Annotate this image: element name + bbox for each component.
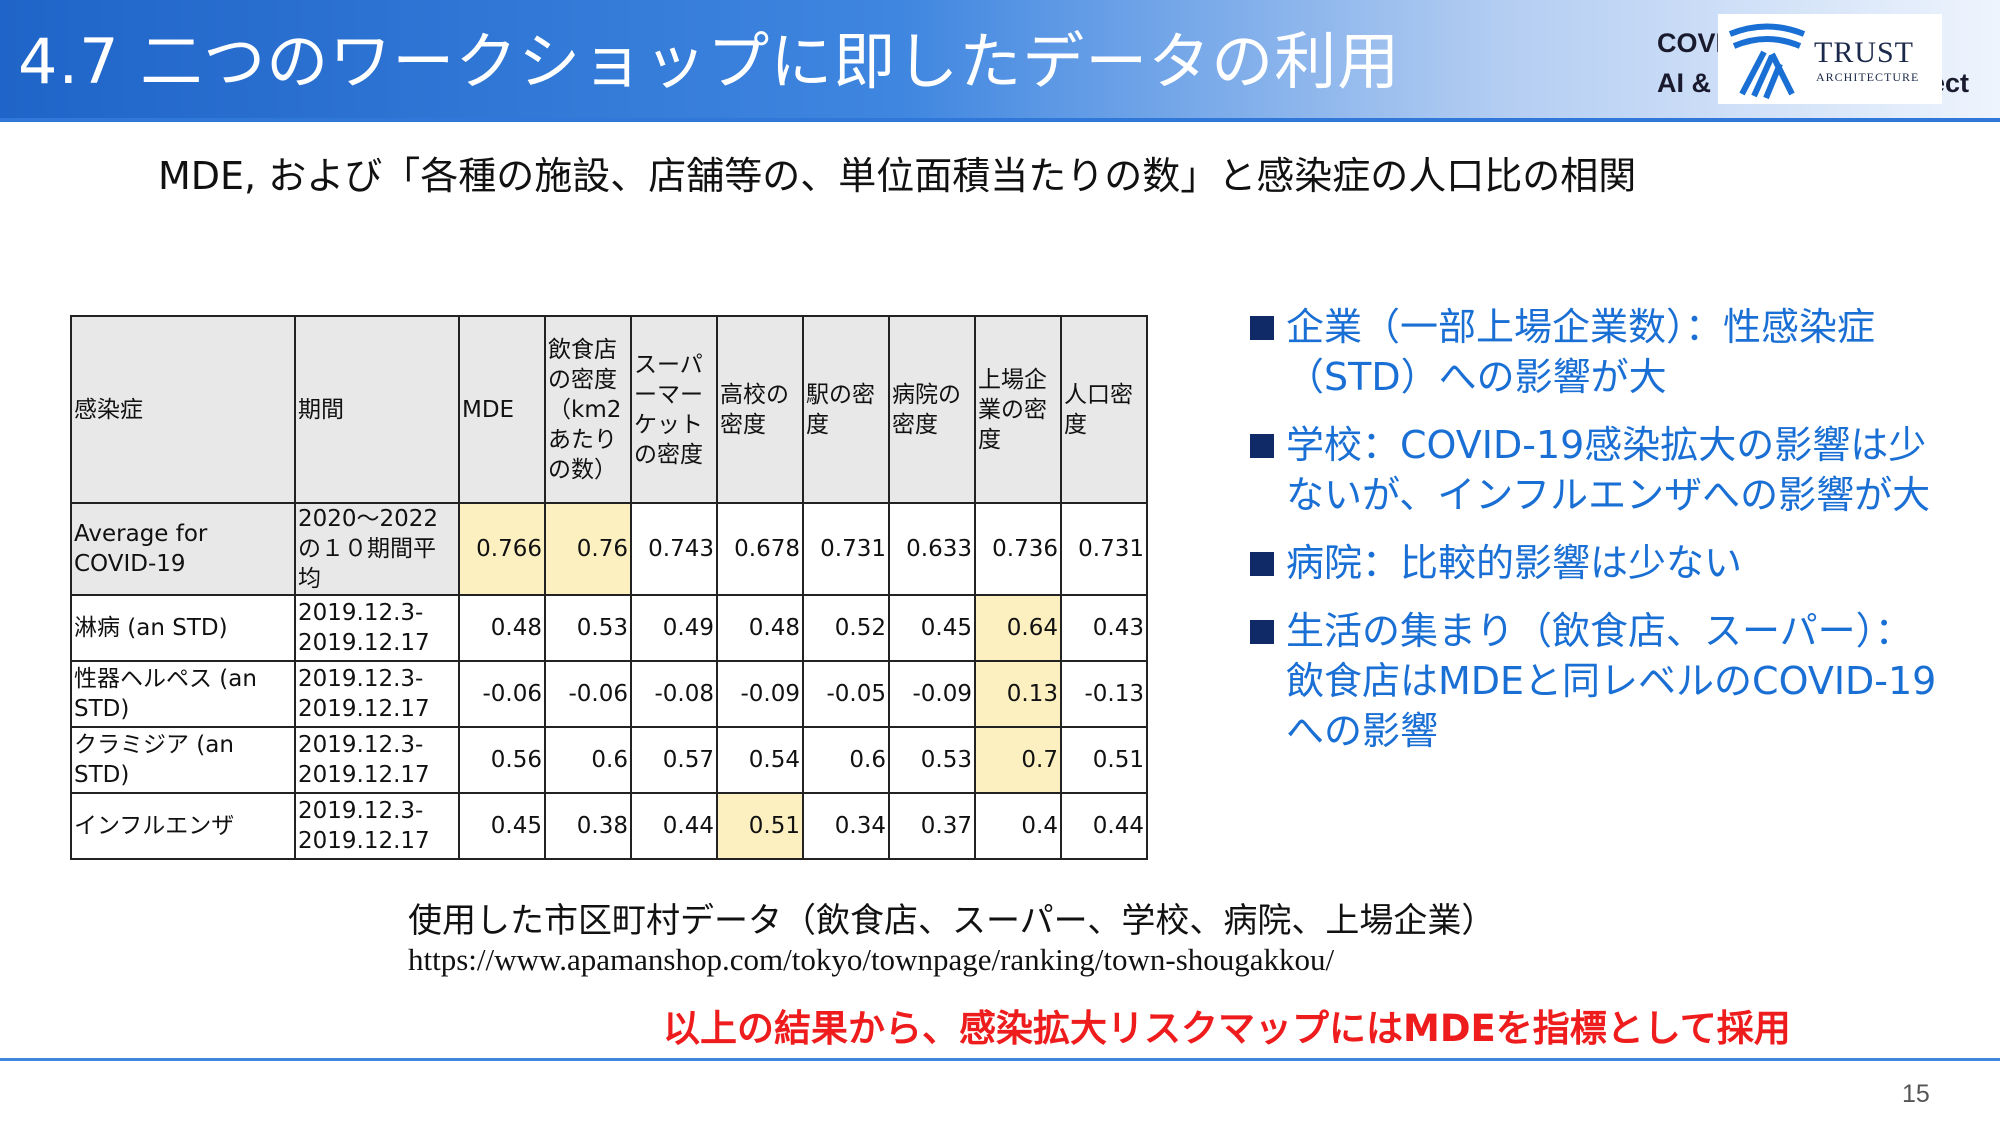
value-cell: 0.633 (888, 502, 976, 596)
value-cell: 0.45 (888, 594, 976, 662)
header-cell: MDE (458, 315, 546, 504)
list-item: 病院：比較的影響は少ない (1250, 538, 1950, 588)
value-cell: 0.6 (544, 726, 632, 794)
project-name-line1: COVI (1657, 28, 1724, 58)
logo-subtitle: ARCHITECTURE (1816, 70, 1920, 84)
value-cell: 0.44 (1060, 792, 1148, 860)
value-cell: 0.731 (1060, 502, 1148, 596)
list-item: 企業（一部上場企業数）：性感染症（STD）への影響が大 (1250, 302, 1950, 402)
header-cell: スーパーマーケットの密度 (630, 315, 718, 504)
value-cell: -0.08 (630, 660, 718, 728)
value-cell: 0.38 (544, 792, 632, 860)
value-cell: 0.49 (630, 594, 718, 662)
value-cell: -0.05 (802, 660, 890, 728)
period-cell: 2019.12.3-2019.12.17 (294, 726, 460, 794)
source-url: https://www.apamanshop.com/tokyo/townpag… (408, 942, 1335, 977)
value-cell: 0.34 (802, 792, 890, 860)
value-cell: 0.76 (544, 502, 632, 596)
value-cell: 0.48 (458, 594, 546, 662)
header-cell: 人口密度 (1060, 315, 1148, 504)
correlation-table: 感染症 期間 MDE 飲食店の密度（km2あたりの数） スーパーマーケットの密度… (70, 315, 1148, 860)
value-cell: 0.6 (802, 726, 890, 794)
slide-title: 4.7 二つのワークショップに即したデータの利用 (18, 25, 1401, 98)
title-divider (0, 118, 2000, 122)
header-cell: 駅の密度 (802, 315, 890, 504)
header-cell: 飲食店の密度（km2あたりの数） (544, 315, 632, 504)
table-row: インフルエンザ 2019.12.3-2019.12.17 0.45 0.38 0… (70, 792, 1148, 860)
value-cell: -0.06 (458, 660, 546, 728)
value-cell: 0.54 (716, 726, 804, 794)
value-cell: -0.13 (1060, 660, 1148, 728)
period-cell: 2019.12.3-2019.12.17 (294, 660, 460, 728)
title-bar (0, 0, 2000, 118)
value-cell: 0.51 (716, 792, 804, 860)
value-cell: -0.09 (716, 660, 804, 728)
value-cell: -0.06 (544, 660, 632, 728)
value-cell: 0.731 (802, 502, 890, 596)
trust-architecture-logo: TRUST ARCHITECTURE (1718, 14, 1942, 104)
header-cell: 上場企業の密度 (974, 315, 1062, 504)
table-row: Average for COVID-19 2020〜2022の１０期間平均 0.… (70, 502, 1148, 596)
value-cell: 0.53 (888, 726, 976, 794)
value-cell: 0.37 (888, 792, 976, 860)
header-cell: 病院の密度 (888, 315, 976, 504)
value-cell: 0.4 (974, 792, 1062, 860)
period-cell: 2019.12.3-2019.12.17 (294, 594, 460, 662)
value-cell: 0.7 (974, 726, 1062, 794)
value-cell: 0.51 (1060, 726, 1148, 794)
value-cell: 0.48 (716, 594, 804, 662)
disease-cell: 淋病 (an STD) (70, 594, 296, 662)
page-number: 15 (1902, 1080, 1930, 1108)
value-cell: 0.736 (974, 502, 1062, 596)
finding-text: 企業（一部上場企業数）：性感染症（STD）への影響が大 (1286, 305, 1876, 399)
table-header-row: 感染症 期間 MDE 飲食店の密度（km2あたりの数） スーパーマーケットの密度… (70, 315, 1148, 504)
logo-emblem-icon (1728, 23, 1806, 100)
logo-name: TRUST (1814, 36, 1915, 69)
table-row: 淋病 (an STD) 2019.12.3-2019.12.17 0.48 0.… (70, 594, 1148, 662)
finding-text: 生活の集まり（飲食店、スーパー）：飲食店はMDEと同レベルのCOVID-19への… (1286, 609, 1937, 753)
value-cell: 0.53 (544, 594, 632, 662)
value-cell: 0.678 (716, 502, 804, 596)
header-cell: 感染症 (70, 315, 296, 504)
value-cell: 0.52 (802, 594, 890, 662)
finding-text: 学校：COVID-19感染拡大の影響は少ないが、インフルエンザへの影響が大 (1286, 423, 1931, 517)
table-row: クラミジア (an STD) 2019.12.3-2019.12.17 0.56… (70, 726, 1148, 794)
finding-text: 病院：比較的影響は少ない (1286, 541, 1743, 585)
value-cell: 0.43 (1060, 594, 1148, 662)
slide-subtitle: MDE, および「各種の施設、店舗等の、単位面積当たりの数」と感染症の人口比の相… (158, 154, 1637, 198)
square-bullet-icon (1250, 316, 1274, 340)
value-cell: 0.64 (974, 594, 1062, 662)
header-cell: 高校の密度 (716, 315, 804, 504)
value-cell: 0.44 (630, 792, 718, 860)
header-cell: 期間 (294, 315, 460, 504)
disease-cell: 性器ヘルペス (an STD) (70, 660, 296, 728)
findings-list: 企業（一部上場企業数）：性感染症（STD）への影響が大 学校：COVID-19感… (1250, 302, 1950, 774)
period-cell: 2019.12.3-2019.12.17 (294, 792, 460, 860)
value-cell: 0.45 (458, 792, 546, 860)
value-cell: 0.13 (974, 660, 1062, 728)
value-cell: 0.56 (458, 726, 546, 794)
value-cell: -0.09 (888, 660, 976, 728)
disease-cell: インフルエンザ (70, 792, 296, 860)
period-cell: 2020〜2022の１０期間平均 (294, 502, 460, 596)
value-cell: 0.57 (630, 726, 718, 794)
table-row: 性器ヘルペス (an STD) 2019.12.3-2019.12.17 -0.… (70, 660, 1148, 728)
square-bullet-icon (1250, 620, 1274, 644)
value-cell: 0.743 (630, 502, 718, 596)
square-bullet-icon (1250, 434, 1274, 458)
conclusion-text: 以上の結果から、感染拡大リスクマップにはMDEを指標として採用 (663, 1007, 1791, 1050)
disease-cell: クラミジア (an STD) (70, 726, 296, 794)
value-cell: 0.766 (458, 502, 546, 596)
source-label: 使用した市区町村データ（飲食店、スーパー、学校、病院、上場企業） (408, 901, 1496, 941)
project-name-line2: AI & (1657, 68, 1711, 98)
footer-divider (0, 1058, 2000, 1061)
square-bullet-icon (1250, 552, 1274, 576)
disease-cell: Average for COVID-19 (70, 502, 296, 596)
list-item: 生活の集まり（飲食店、スーパー）：飲食店はMDEと同レベルのCOVID-19への… (1250, 606, 1950, 756)
list-item: 学校：COVID-19感染拡大の影響は少ないが、インフルエンザへの影響が大 (1250, 420, 1950, 520)
